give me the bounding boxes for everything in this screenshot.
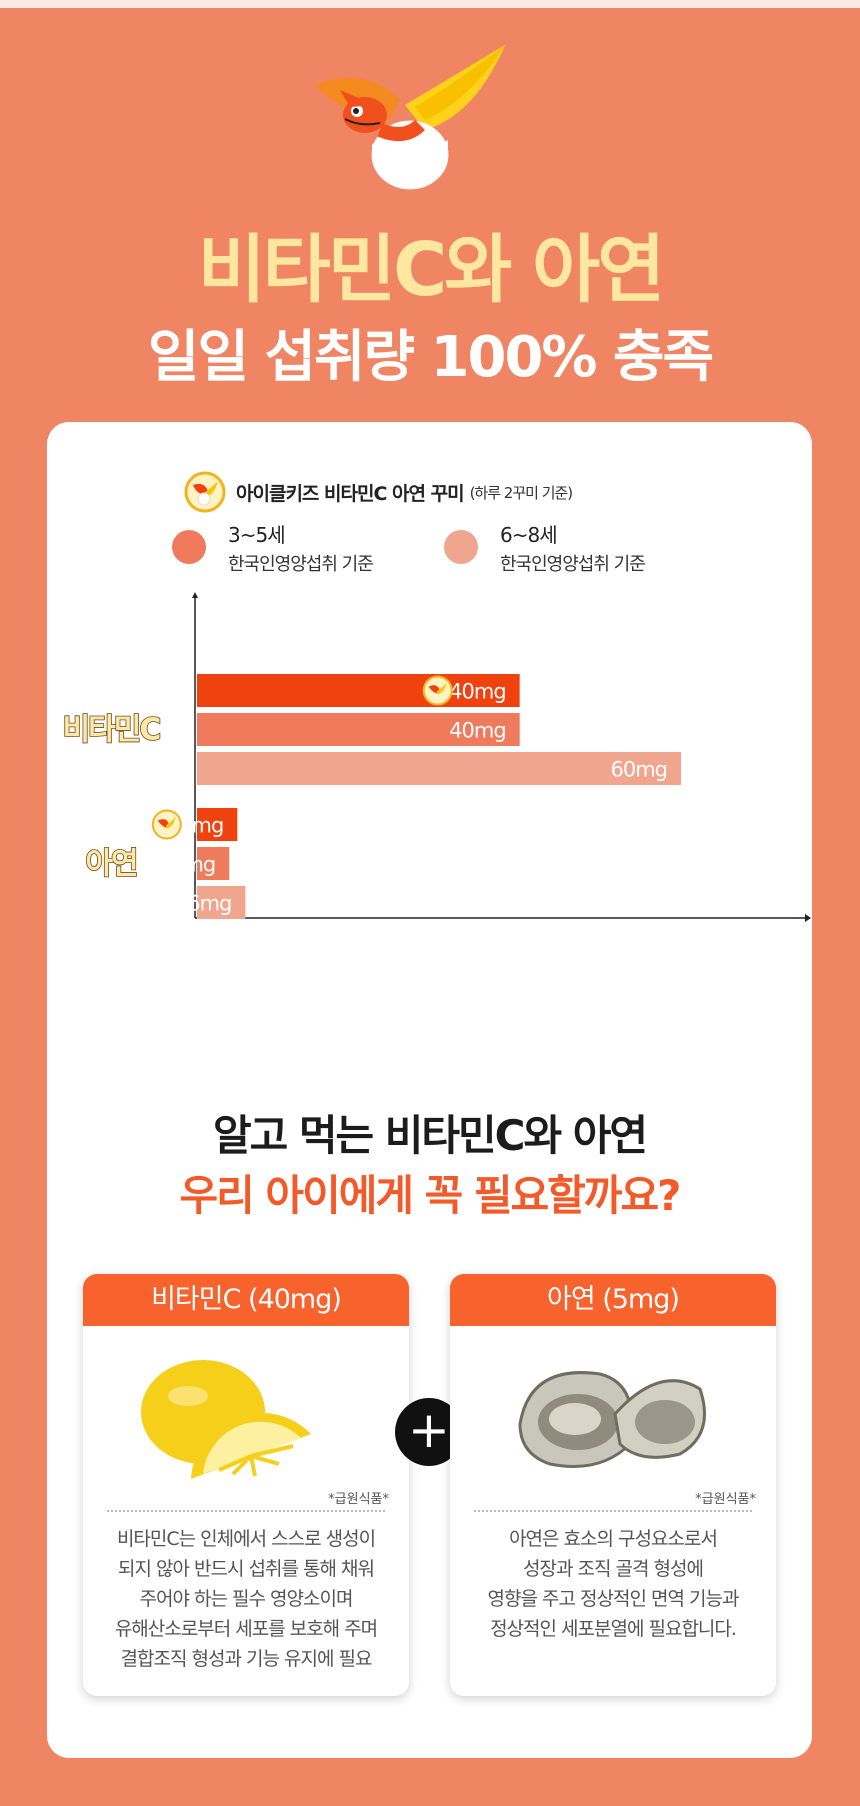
- card-zinc-desc: 아연은 효소의 구성요소로서 성장과 조직 골격 형성에 영향을 주고 정상적인…: [460, 1524, 766, 1644]
- content-card: 아이클키즈 비타민C 아연 꾸미 (하루 2꾸미 기준) 3~5세 한국인영양섭…: [47, 422, 812, 1758]
- bar-value-label: 6mg: [187, 892, 231, 916]
- bar: [197, 808, 238, 841]
- legend-age2-sub: 한국인영양섭취 기준: [500, 554, 646, 575]
- pterosaur-mascot-icon: [315, 45, 505, 190]
- card-vitamin-c-title: 비타민C (40mg): [83, 1274, 409, 1326]
- bar-value-label: 5mg: [179, 814, 223, 838]
- y-axis-arrow: [192, 592, 198, 598]
- legend-age1-label: 3~5세: [228, 523, 286, 547]
- bar: [197, 713, 520, 746]
- desc-line: 결합조직 형성과 기능 유지에 필요: [120, 1648, 373, 1670]
- bar-value-label: 40mg: [449, 719, 506, 743]
- nutrient-bar-chart: 비타민C 40mg 40mg 60mg 아연 5mg 4mg 6mg: [62, 592, 811, 922]
- desc-line: 정상적인 세포분열에 필요합니다.: [490, 1618, 737, 1640]
- legend-product-name: 아이클키즈 비타민C 아연 꾸미: [236, 482, 465, 505]
- legend-age1-sub: 한국인영양섭취 기준: [228, 554, 374, 575]
- card-zinc: 아연 (5mg) *급원식품* 아연은 효소의 구성요소로서 성장과 조직 골격…: [450, 1274, 776, 1696]
- bar: [197, 847, 230, 880]
- x-axis-arrow: [805, 914, 811, 922]
- bar: [197, 752, 681, 785]
- legend-product: 아이클키즈 비타민C 아연 꾸미 (하루 2꾸미 기준): [184, 470, 574, 514]
- desc-line: 성장과 조직 골격 형성에: [523, 1558, 704, 1580]
- desc-line: 유해산소로부터 세포를 보호해 주며: [114, 1618, 378, 1640]
- desc-line: 되지 않아 반드시 섭취를 통해 채워: [118, 1558, 375, 1580]
- card-vitamin-c: 비타민C (40mg) *급원식품* 비타민C는 인체에서 스스로 생성이 되지…: [83, 1274, 409, 1696]
- bar: [197, 674, 520, 707]
- desc-line: 비타민C는 인체에서 스스로 생성이: [116, 1528, 376, 1550]
- legend-product-note: (하루 2꾸미 기준): [469, 483, 574, 502]
- product-logo-wing: [165, 816, 176, 829]
- card-vitamin-c-source: *급원식품*: [328, 1492, 389, 1507]
- category-label: 아연: [85, 847, 137, 882]
- legend-age2: 6~8세 한국인영양섭취 기준: [444, 520, 646, 580]
- desc-line: 영향을 주고 정상적인 면역 기능과: [487, 1588, 740, 1610]
- bar-value-label: 4mg: [171, 853, 215, 877]
- top-stripe: [0, 0, 860, 8]
- legend-age2-dot: [444, 530, 478, 564]
- card-zinc-source: *급원식품*: [695, 1492, 756, 1507]
- divider: [107, 1510, 385, 1512]
- divider: [474, 1510, 752, 1512]
- legend-age1-dot: [172, 530, 206, 564]
- section2-subtitle: 우리 아이에게 꼭 필요할까요?: [179, 1171, 682, 1220]
- product-logo-icon: [184, 471, 226, 513]
- category-label: 비타민C: [63, 713, 161, 748]
- bar-value-label: 60mg: [610, 758, 667, 782]
- legend-age1: 3~5세 한국인영양섭취 기준: [172, 520, 374, 580]
- oyster-icon: [518, 1371, 706, 1468]
- legend-age2-label: 6~8세: [500, 523, 558, 547]
- main-title-line1: 비타민C와 아연: [197, 227, 666, 313]
- card-zinc-title: 아연 (5mg): [450, 1274, 776, 1326]
- desc-line: 주어야 하는 필수 영양소이며: [139, 1588, 354, 1610]
- bar: [197, 886, 246, 919]
- main-title-line2: 일일 섭취량 100% 충족: [147, 325, 714, 390]
- card-vitamin-c-desc: 비타민C는 인체에서 스스로 생성이 되지 않아 반드시 섭취를 통해 채워 주…: [93, 1524, 399, 1674]
- desc-line: 아연은 효소의 구성요소로서: [509, 1528, 718, 1550]
- lemon-icon: [141, 1360, 311, 1479]
- bar-value-label: 40mg: [449, 680, 506, 704]
- section2-title: 알고 먹는 비타민C와 아연: [212, 1111, 648, 1160]
- product-logo-wing: [436, 682, 447, 695]
